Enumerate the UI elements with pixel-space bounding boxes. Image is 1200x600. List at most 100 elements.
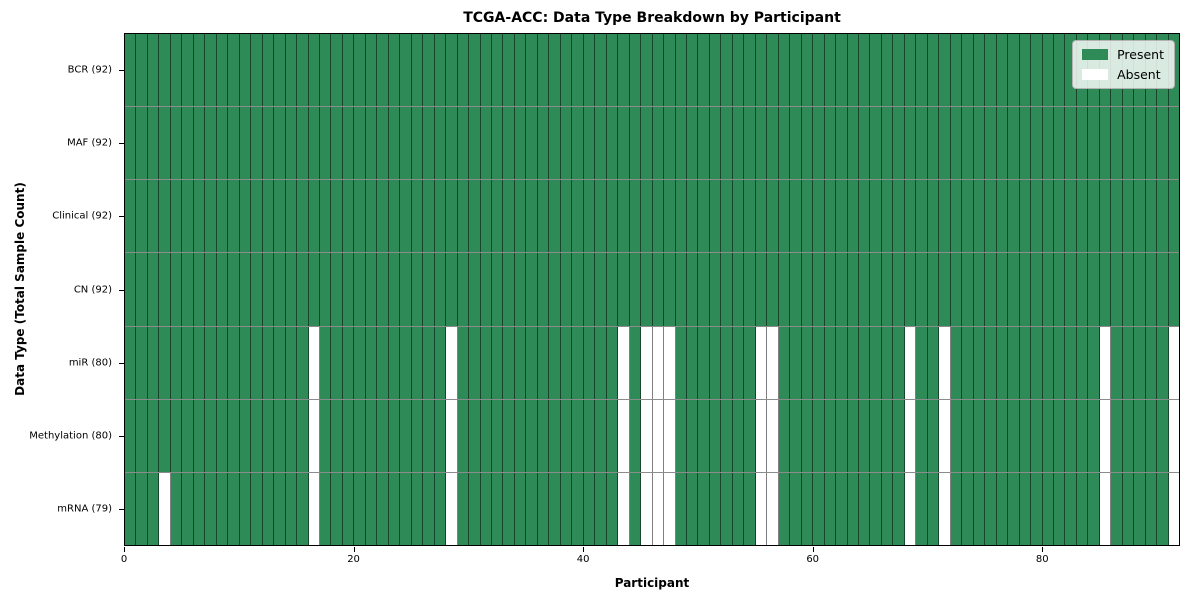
cell-present bbox=[1031, 472, 1043, 545]
cell-present bbox=[721, 326, 733, 399]
cell-present bbox=[652, 253, 665, 326]
cell-absent bbox=[939, 399, 951, 472]
cell-present bbox=[859, 34, 871, 107]
legend-item-absent: Absent bbox=[1082, 67, 1164, 82]
cell-present bbox=[549, 399, 561, 472]
cell-present bbox=[721, 253, 733, 326]
cell-present bbox=[262, 34, 275, 107]
cell-present bbox=[147, 180, 160, 253]
cell-present bbox=[285, 180, 298, 253]
cell-present bbox=[388, 253, 401, 326]
cell-present bbox=[1157, 472, 1169, 545]
cell-present bbox=[629, 34, 642, 107]
cell-present bbox=[996, 34, 1009, 107]
cell-present bbox=[331, 180, 343, 253]
cell-present bbox=[147, 34, 160, 107]
cell-present bbox=[285, 34, 298, 107]
cell-present bbox=[778, 180, 791, 253]
cell-present bbox=[732, 326, 745, 399]
cell-present bbox=[342, 399, 355, 472]
cell-present bbox=[388, 107, 401, 180]
cell-present bbox=[216, 399, 229, 472]
cell-present bbox=[732, 107, 745, 180]
row-label: BCR (92) bbox=[67, 64, 112, 76]
cell-present bbox=[297, 399, 309, 472]
cell-present bbox=[686, 326, 699, 399]
cell-present bbox=[927, 399, 940, 472]
cell-present bbox=[572, 180, 584, 253]
cell-present bbox=[836, 180, 848, 253]
cell-present bbox=[973, 107, 986, 180]
cell-present bbox=[480, 399, 492, 472]
x-tick-value: 80 bbox=[1035, 554, 1049, 565]
cell-present bbox=[274, 472, 286, 545]
cell-present bbox=[744, 399, 756, 472]
cell-present bbox=[732, 399, 745, 472]
cell-present bbox=[790, 472, 802, 545]
heatmap-row bbox=[125, 180, 1180, 254]
cell-absent bbox=[446, 326, 458, 399]
cell-present bbox=[744, 253, 756, 326]
cell-present bbox=[1088, 399, 1100, 472]
cell-present bbox=[388, 472, 401, 545]
cell-present bbox=[285, 472, 298, 545]
cell-present bbox=[365, 107, 378, 180]
cell-present bbox=[423, 399, 435, 472]
cell-present bbox=[973, 472, 986, 545]
cell-present bbox=[411, 326, 424, 399]
cell-present bbox=[514, 253, 527, 326]
cell-present bbox=[331, 326, 343, 399]
cell-present bbox=[1065, 399, 1077, 472]
cell-present bbox=[526, 472, 538, 545]
cell-present bbox=[881, 326, 894, 399]
cell-present bbox=[572, 253, 584, 326]
cell-present bbox=[342, 107, 355, 180]
cell-present bbox=[836, 326, 848, 399]
cell-present bbox=[1019, 399, 1032, 472]
cell-present bbox=[1145, 399, 1158, 472]
cell-present bbox=[583, 253, 596, 326]
cell-present bbox=[251, 180, 263, 253]
cell-present bbox=[125, 326, 137, 399]
cell-present bbox=[583, 107, 596, 180]
cell-present bbox=[709, 107, 722, 180]
cell-present bbox=[1042, 399, 1054, 472]
cell-present bbox=[457, 472, 470, 545]
cell-present bbox=[1134, 326, 1146, 399]
cell-present bbox=[159, 180, 171, 253]
cell-present bbox=[709, 399, 722, 472]
cell-present bbox=[732, 34, 745, 107]
cell-present bbox=[251, 34, 263, 107]
cell-present bbox=[859, 472, 871, 545]
cell-present bbox=[813, 253, 825, 326]
cell-present bbox=[136, 253, 148, 326]
cell-present bbox=[446, 34, 458, 107]
cell-present bbox=[262, 180, 275, 253]
cell-present bbox=[1031, 107, 1043, 180]
cell-present bbox=[1008, 253, 1020, 326]
cell-present bbox=[400, 253, 412, 326]
cell-present bbox=[709, 253, 722, 326]
cell-present bbox=[205, 180, 217, 253]
cell-present bbox=[904, 34, 917, 107]
cell-present bbox=[709, 180, 722, 253]
cell-present bbox=[125, 107, 137, 180]
cell-present bbox=[893, 180, 905, 253]
cell-present bbox=[836, 107, 848, 180]
cell-present bbox=[251, 326, 263, 399]
cell-present bbox=[216, 180, 229, 253]
cell-present bbox=[996, 399, 1009, 472]
cell-present bbox=[274, 326, 286, 399]
cell-present bbox=[847, 399, 859, 472]
cell-present bbox=[159, 107, 171, 180]
cell-present bbox=[686, 107, 699, 180]
cell-present bbox=[480, 253, 492, 326]
cell-present bbox=[698, 253, 710, 326]
cell-present bbox=[904, 180, 917, 253]
cell-present bbox=[606, 107, 619, 180]
cell-present bbox=[744, 472, 756, 545]
cell-present bbox=[526, 326, 538, 399]
cell-present bbox=[560, 253, 573, 326]
cell-present bbox=[193, 472, 206, 545]
cell-present bbox=[1122, 326, 1135, 399]
